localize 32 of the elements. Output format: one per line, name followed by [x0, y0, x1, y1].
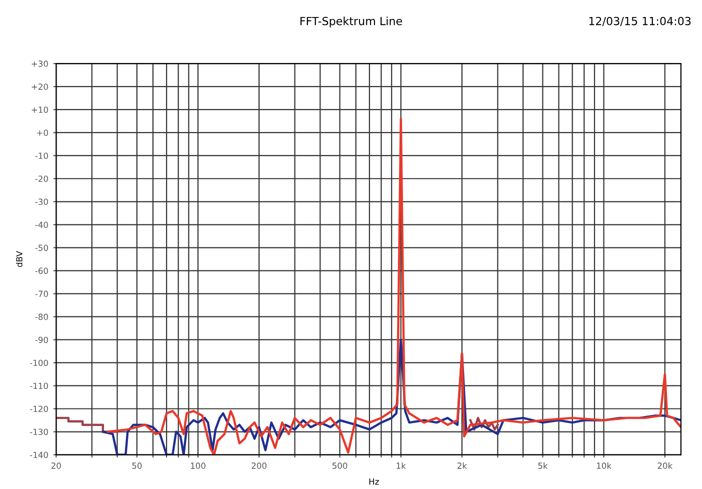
y-tick-label: -10	[35, 152, 48, 159]
x-tick-label: 5k	[538, 462, 548, 469]
x-tick-label: 20	[51, 462, 61, 469]
y-tick-label: -40	[35, 222, 48, 228]
y-tick-label: -90	[35, 336, 48, 343]
y-tick-label: -20	[35, 176, 48, 182]
y-tick-label: +30	[32, 60, 48, 67]
x-tick-label: 2k	[458, 462, 468, 469]
x-axis-title: Hz	[369, 478, 379, 485]
chart-title: FFT-Spektrum Line	[300, 16, 402, 28]
y-tick-label: +20	[32, 84, 48, 90]
y-tick-label: -30	[35, 198, 48, 205]
y-tick-label: -110	[30, 382, 48, 390]
x-tick-label: 50	[132, 462, 142, 469]
y-tick-label: -80	[35, 314, 48, 320]
y-tick-label: -130	[30, 428, 48, 436]
y-tick-label: -70	[35, 290, 48, 297]
x-tick-label: 100	[190, 462, 206, 469]
text: 12/03/15 11:04:03	[589, 16, 691, 26]
y-axis-title: dBV	[16, 251, 22, 267]
y-tick-label: -50	[35, 244, 48, 251]
x-tick-label: 500	[332, 462, 348, 469]
y-tick-label: -100	[30, 360, 48, 366]
x-tick-label: 10k	[596, 462, 612, 469]
x-tick-label: 200	[252, 462, 266, 469]
y-tick-label: -140	[30, 452, 48, 458]
y-tick-label: -120	[30, 406, 48, 412]
y-tick-label: -60	[35, 268, 48, 274]
y-tick-label: +0	[37, 130, 48, 136]
y-tick-label: +10	[32, 106, 48, 113]
x-tick-label: 1k	[396, 462, 406, 469]
x-tick-label: 20k	[658, 462, 673, 469]
